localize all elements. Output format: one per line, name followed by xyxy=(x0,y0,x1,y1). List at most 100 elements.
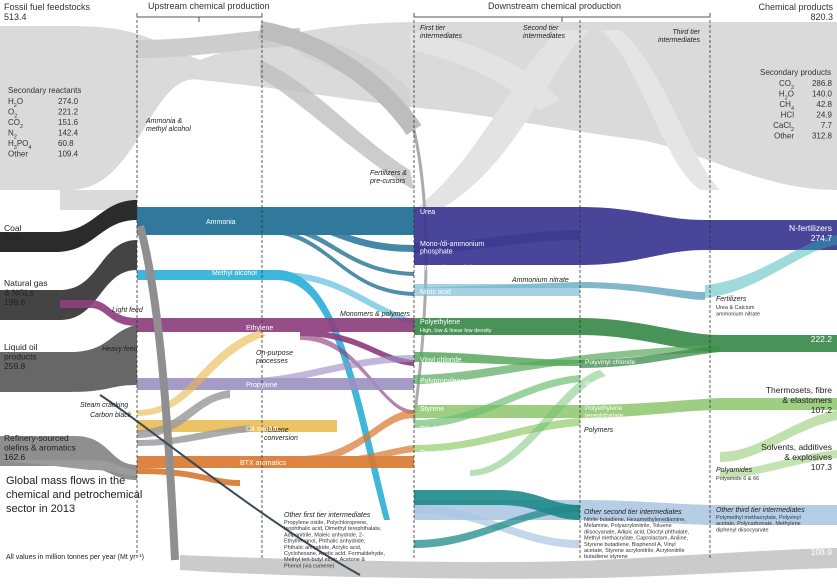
polyamides-sublabel: Polyamide 6 & 66 xyxy=(716,476,759,482)
third-tier-label: Third tier intermediates xyxy=(658,29,701,44)
downstream-flows xyxy=(414,207,837,548)
intermediate-label: Terephthalic acid xyxy=(420,450,473,457)
secondary-product-name: CaCl2 xyxy=(773,121,794,133)
reactant-name: O2 xyxy=(8,108,17,120)
other-first-sublabel: Propylene oxide, Polychloroprene, Isophth… xyxy=(284,520,385,569)
secondary-product-name: HCl xyxy=(781,111,795,120)
feedstocks-title: Fossil fuel feedstocks xyxy=(4,2,91,12)
dashed-lines xyxy=(136,20,711,560)
feedstocks-total: 513.4 xyxy=(4,12,27,22)
secondary-product-name: CH4 xyxy=(779,100,794,112)
reactant-value: 142.4 xyxy=(58,129,79,138)
secondary-products: Secondary products CO2 286.8 H2O 140.0 CH4 42… xyxy=(760,68,833,141)
process-sublabels: Urea & Calcium ammonium nitrate Polyamide… xyxy=(284,305,801,569)
reactant-value: 221.2 xyxy=(58,108,79,117)
secondary-product-value: 140.0 xyxy=(812,90,833,99)
secondary-reactants: Secondary reactants H2O 274.0 O2 221.2 CO2 15… xyxy=(8,86,81,159)
monomers-polymers-label: Monomers & polymers xyxy=(340,311,411,318)
on-purpose-label: On-purpose processes xyxy=(255,350,293,365)
carbon-black-label: Carbon black xyxy=(90,412,132,419)
intermediate-label: Vinyl chloride xyxy=(420,357,462,364)
other-first-label: Other first tier intermediates xyxy=(284,512,371,519)
reactant-value: 274.0 xyxy=(58,97,79,106)
polyamides-label: Polyamides xyxy=(716,467,753,474)
product-label: Thermoplastics 222.2 xyxy=(774,324,832,344)
secondary-product-value: 24.9 xyxy=(816,111,832,120)
reactant-name: H2O xyxy=(8,97,23,109)
secondary-products-title: Secondary products xyxy=(760,68,831,77)
secondary-product-name: CO2 xyxy=(779,79,794,91)
intermediate-label: Ethylene glycol xyxy=(420,426,468,433)
feedstock-label: Liquid oil products 259.8 xyxy=(4,342,38,371)
process-label-group: Light feed Heavy feed Steam cracking Car… xyxy=(80,25,805,519)
heavy-feed-label: Heavy feed xyxy=(102,346,139,353)
secondary-product-value: 312.8 xyxy=(812,132,833,141)
intermediate-label: Styrene xyxy=(420,406,444,413)
btx-flows xyxy=(137,410,414,486)
upstream-bar-labels: Ammonia Methyl alcohol Ethylene Propylene C4… xyxy=(206,219,286,467)
first-tier-label: First tier intermediates xyxy=(420,25,463,40)
reactant-name: N2 xyxy=(8,129,17,141)
ammonia-methyl-label: Ammonia & methyl alcohol xyxy=(145,118,191,133)
fertilizers-stage-label: Fertilizers xyxy=(716,296,747,303)
feedstock-flows xyxy=(0,200,137,480)
reactant-value: 109.4 xyxy=(58,150,79,159)
steam-cracking-label: Steam cracking xyxy=(80,402,128,409)
secondary-product-value: 42.8 xyxy=(816,100,832,109)
intermediate-label: Urea xyxy=(420,209,435,216)
refinery-flows xyxy=(137,390,250,446)
second-intermediate-label: Polyvinyl chloride xyxy=(585,359,636,366)
other-second-label: Other second tier intermediates xyxy=(584,509,682,516)
reactant-value: 151.6 xyxy=(58,118,79,127)
downstream-label: Downstream chemical production xyxy=(488,1,621,11)
fertilizers-precursors-label: Fertilizers & pre-cursors xyxy=(369,170,407,185)
secondary-product-name: Other xyxy=(774,132,794,141)
second-intermediate-label: Polystyrene xyxy=(585,381,619,388)
ammonium-nitrate-stage-label: Ammonium nitrate xyxy=(511,277,569,284)
polymers-label: Polymers xyxy=(584,427,614,434)
upstream-bar-label: Ethylene xyxy=(246,325,273,332)
feedstock-label: Coal 55.0 xyxy=(4,223,22,243)
feedstock-labels: Coal 55.0 Natural gas & NGLs 198.6 Liquid oil… xyxy=(4,223,76,462)
propylene-flows xyxy=(137,355,414,390)
product-labels: N-fertilizers 274.7 Thermoplastics 222.2 The… xyxy=(761,223,832,557)
second-intermediate-labels: Polyvinyl chloride Polystyrene Expandable,… xyxy=(585,359,640,420)
reactant-name: H3PO4 xyxy=(8,139,31,151)
reactant-rows: H2O 274.0 O2 221.2 CO2 151.6 N2 142.4 H3PO4 60.8 O… xyxy=(8,97,79,159)
intermediate-label: Polyethylene xyxy=(420,319,460,326)
toluene-label: Toluene conversion xyxy=(264,427,298,442)
product-label: N-fertilizers 274.7 xyxy=(789,223,832,243)
second-intermediate-sublabel: Expandable, general purpose & high impact xyxy=(585,390,640,403)
upstream-bar-label: Propylene xyxy=(246,382,278,389)
product-label: Other 108.9 xyxy=(811,537,833,557)
secondary-product-rows: CO2 286.8 H2O 140.0 CH4 42.8 HCl 24.9 CaCl2 7.7 Ot… xyxy=(773,79,832,141)
products-title: Chemical products xyxy=(758,2,833,12)
reactant-name: Other xyxy=(8,150,28,159)
upstream-label: Upstream chemical production xyxy=(148,1,270,11)
footer-title: Global mass flows in the chemical and pet… xyxy=(6,475,142,515)
upstream-bar-label: Ammonia xyxy=(206,219,236,226)
ammonia-flows xyxy=(137,207,414,296)
intermediate-label: Mono-/di-ammonium phosphate xyxy=(420,241,484,256)
secondary-product-name: H2O xyxy=(779,90,794,102)
reactant-value: 60.8 xyxy=(58,139,74,148)
second-tier-label: Second tier intermediates xyxy=(523,25,566,40)
other-third-sublabel: Polymethyl methacrylate, Polyvinyl acetat… xyxy=(716,515,801,533)
other-second-sublabel: Nitrile butadiene, Hexamethylenediamine,… xyxy=(584,517,690,560)
feedstock-label: Natural gas & NGLs 198.6 xyxy=(4,278,47,307)
intermediate-label: Nitric acid xyxy=(420,289,451,296)
upstream-bar-label: C4 stream xyxy=(246,426,278,433)
other-third-label: Other third tier intermediates xyxy=(716,507,805,514)
fertilizers-stage-sublabel: Urea & Calcium ammonium nitrate xyxy=(716,305,760,318)
second-intermediate-label: Polyethylene terephthalate xyxy=(585,405,623,420)
c4-flows xyxy=(137,330,337,432)
upstream-bar-label: BTX aromatics xyxy=(240,460,286,467)
footer-units: All values in million tonnes per year (M… xyxy=(6,554,144,561)
intermediate-labels: Urea Mono-/di-ammonium phosphate Ammonium s… xyxy=(420,209,492,457)
product-label: Solvents, additives & explosives 107.3 xyxy=(761,442,832,472)
intermediate-sublabel: High, low & linear low density xyxy=(420,328,492,334)
products-total: 820.3 xyxy=(810,12,833,22)
upstream-bar-label: Methyl alcohol xyxy=(212,270,257,277)
